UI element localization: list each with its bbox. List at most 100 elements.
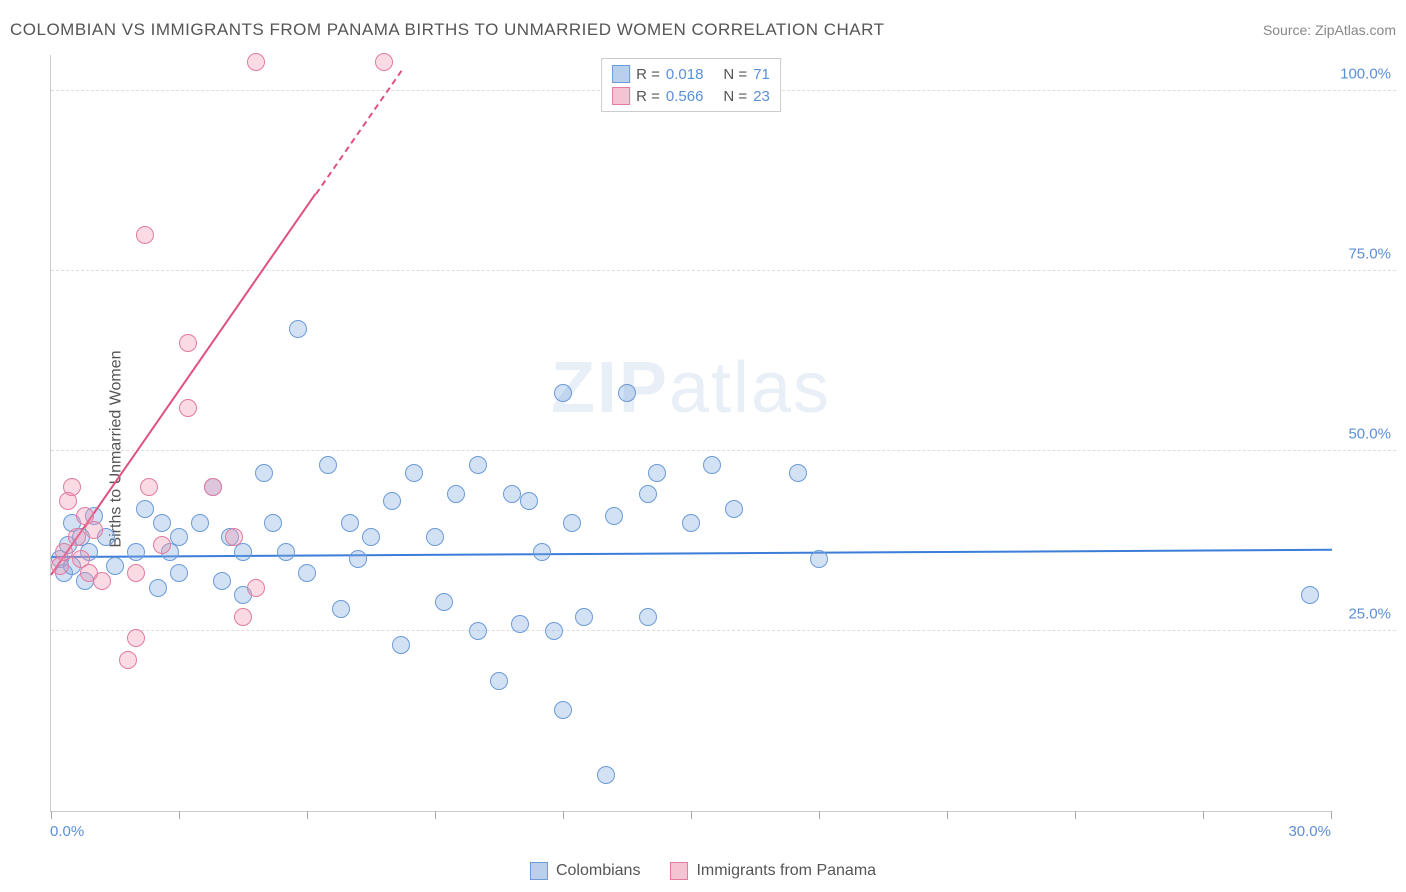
- r-label: R =: [636, 88, 660, 105]
- data-point: [618, 384, 636, 402]
- data-point: [247, 53, 265, 71]
- y-tick-label: 50.0%: [1348, 426, 1391, 443]
- data-point: [204, 478, 222, 496]
- data-point: [520, 492, 538, 510]
- x-tick: [179, 811, 180, 819]
- data-point: [435, 593, 453, 611]
- data-point: [469, 456, 487, 474]
- data-point: [639, 485, 657, 503]
- x-tick: [1331, 811, 1332, 819]
- data-point: [179, 399, 197, 417]
- legend-item: Colombians: [530, 862, 640, 880]
- data-point: [341, 514, 359, 532]
- chart-title: COLOMBIAN VS IMMIGRANTS FROM PANAMA BIRT…: [10, 20, 884, 40]
- data-point: [68, 528, 86, 546]
- x-tick: [691, 811, 692, 819]
- data-point: [648, 464, 666, 482]
- x-tick-label: 0.0%: [50, 823, 84, 840]
- x-tick: [435, 811, 436, 819]
- y-tick-label: 75.0%: [1348, 246, 1391, 263]
- data-point: [255, 464, 273, 482]
- x-tick: [307, 811, 308, 819]
- data-point: [191, 514, 209, 532]
- y-tick-label: 100.0%: [1340, 66, 1391, 83]
- legend-stat-row: R =0.018N =71: [612, 63, 770, 85]
- data-point: [127, 629, 145, 647]
- data-point: [85, 521, 103, 539]
- y-tick-label: 25.0%: [1348, 606, 1391, 623]
- data-point: [170, 564, 188, 582]
- legend-stats: R =0.018N =71R =0.566N =23: [601, 58, 781, 112]
- data-point: [725, 500, 743, 518]
- x-tick: [563, 811, 564, 819]
- gridline: [51, 450, 1396, 451]
- data-point: [153, 536, 171, 554]
- data-point: [213, 572, 231, 590]
- legend-bottom: Colombians Immigrants from Panama: [530, 862, 876, 880]
- legend-swatch: [530, 862, 548, 880]
- data-point: [503, 485, 521, 503]
- x-tick: [51, 811, 52, 819]
- data-point: [55, 543, 73, 561]
- data-point: [469, 622, 487, 640]
- data-point: [605, 507, 623, 525]
- trendline: [315, 70, 402, 194]
- r-value: 0.566: [666, 88, 704, 105]
- legend-swatch: [612, 65, 630, 83]
- data-point: [247, 579, 265, 597]
- legend-label: Immigrants from Panama: [696, 862, 876, 880]
- gridline: [51, 270, 1396, 271]
- data-point: [533, 543, 551, 561]
- data-point: [149, 579, 167, 597]
- data-point: [545, 622, 563, 640]
- data-point: [789, 464, 807, 482]
- data-point: [554, 701, 572, 719]
- data-point: [153, 514, 171, 532]
- source-label: Source: ZipAtlas.com: [1263, 22, 1396, 38]
- data-point: [362, 528, 380, 546]
- data-point: [319, 456, 337, 474]
- data-point: [289, 320, 307, 338]
- data-point: [511, 615, 529, 633]
- data-point: [383, 492, 401, 510]
- data-point: [490, 672, 508, 690]
- data-point: [703, 456, 721, 474]
- data-point: [93, 572, 111, 590]
- gridline: [51, 630, 1396, 631]
- legend-label: Colombians: [556, 862, 640, 880]
- data-point: [405, 464, 423, 482]
- data-point: [810, 550, 828, 568]
- data-point: [349, 550, 367, 568]
- data-point: [426, 528, 444, 546]
- data-point: [170, 528, 188, 546]
- data-point: [63, 478, 81, 496]
- n-value: 71: [753, 66, 770, 83]
- data-point: [639, 608, 657, 626]
- data-point: [119, 651, 137, 669]
- data-point: [127, 564, 145, 582]
- x-tick-label: 30.0%: [1288, 823, 1331, 840]
- data-point: [234, 608, 252, 626]
- data-point: [127, 543, 145, 561]
- x-tick: [819, 811, 820, 819]
- data-point: [447, 485, 465, 503]
- data-point: [264, 514, 282, 532]
- legend-swatch: [670, 862, 688, 880]
- r-value: 0.018: [666, 66, 704, 83]
- data-point: [106, 557, 124, 575]
- data-point: [597, 766, 615, 784]
- data-point: [136, 500, 154, 518]
- data-point: [554, 384, 572, 402]
- x-tick: [1075, 811, 1076, 819]
- legend-stat-row: R =0.566N =23: [612, 85, 770, 107]
- data-point: [332, 600, 350, 618]
- data-point: [298, 564, 316, 582]
- data-point: [225, 528, 243, 546]
- data-point: [392, 636, 410, 654]
- x-tick: [1203, 811, 1204, 819]
- data-point: [179, 334, 197, 352]
- plot-area: ZIPatlas R =0.018N =71R =0.566N =23 25.0…: [50, 55, 1331, 812]
- r-label: R =: [636, 66, 660, 83]
- data-point: [575, 608, 593, 626]
- chart-container: Births to Unmarried Women ZIPatlas R =0.…: [50, 55, 1396, 842]
